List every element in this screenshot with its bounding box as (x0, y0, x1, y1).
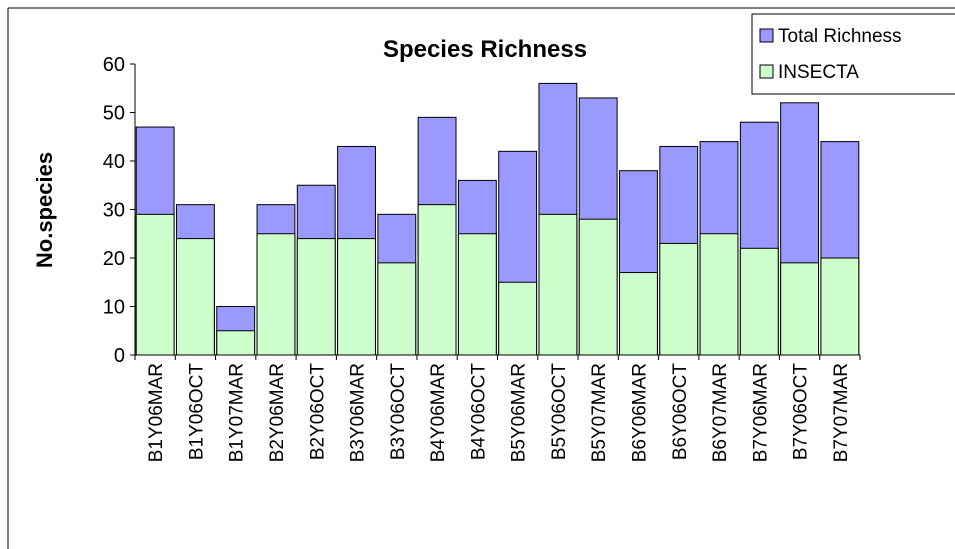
x-tick-label: B1Y06OCT (186, 363, 207, 461)
bar (780, 262, 820, 356)
x-tick-label: B3Y06OCT (388, 363, 409, 461)
bar (457, 233, 497, 356)
x-tick-label: B7Y06OCT (791, 363, 812, 461)
bar (659, 242, 699, 356)
legend-label: Total Richness (778, 26, 902, 47)
bar (337, 238, 376, 356)
y-tick-label: 20 (103, 248, 125, 270)
x-tick-label: B7Y06MAR (750, 363, 771, 462)
y-tick-label: 0 (114, 345, 125, 367)
bar (417, 204, 457, 356)
x-tick-label: B6Y06MAR (629, 363, 650, 462)
bar (135, 213, 175, 356)
bar (216, 330, 256, 356)
bar (699, 233, 739, 356)
x-tick-label: B6Y07MAR (710, 363, 731, 462)
legend-box (751, 13, 955, 95)
legend-label: INSECTA (778, 62, 859, 83)
bar (498, 281, 538, 356)
bar (296, 238, 336, 356)
y-tick-label: 50 (103, 103, 125, 125)
y-tick-label: 10 (103, 297, 125, 319)
y-tick-label: 30 (103, 200, 125, 222)
x-tick-label: B4Y06OCT (468, 363, 489, 461)
y-tick-label: 60 (103, 54, 125, 76)
bar (377, 262, 417, 356)
x-tick-label: B1Y07MAR (227, 363, 248, 462)
x-tick-label: B5Y06MAR (509, 363, 530, 462)
bar (256, 233, 296, 356)
x-tick-label: B2Y06OCT (307, 363, 328, 461)
bar (619, 272, 658, 356)
chart-title: Species Richness (383, 36, 587, 63)
legend-swatch (759, 64, 774, 79)
x-tick-label: B7Y07MAR (831, 363, 852, 462)
x-tick-label: B5Y07MAR (589, 363, 610, 462)
bar (175, 238, 215, 356)
x-tick-label: B4Y06MAR (428, 363, 449, 462)
bar (820, 257, 860, 356)
legend-swatch (759, 28, 774, 43)
bar (739, 247, 779, 356)
x-tick-label: B2Y06MAR (267, 363, 288, 462)
y-tick-label: 40 (103, 151, 125, 173)
x-tick-label: B5Y06OCT (549, 363, 570, 461)
bar (538, 213, 578, 356)
y-axis-label: No.species (32, 152, 57, 268)
x-tick-label: B1Y06MAR (146, 363, 167, 462)
x-tick-label: B6Y06OCT (670, 363, 691, 461)
x-tick-label: B3Y06MAR (348, 363, 369, 462)
bar (578, 218, 618, 356)
